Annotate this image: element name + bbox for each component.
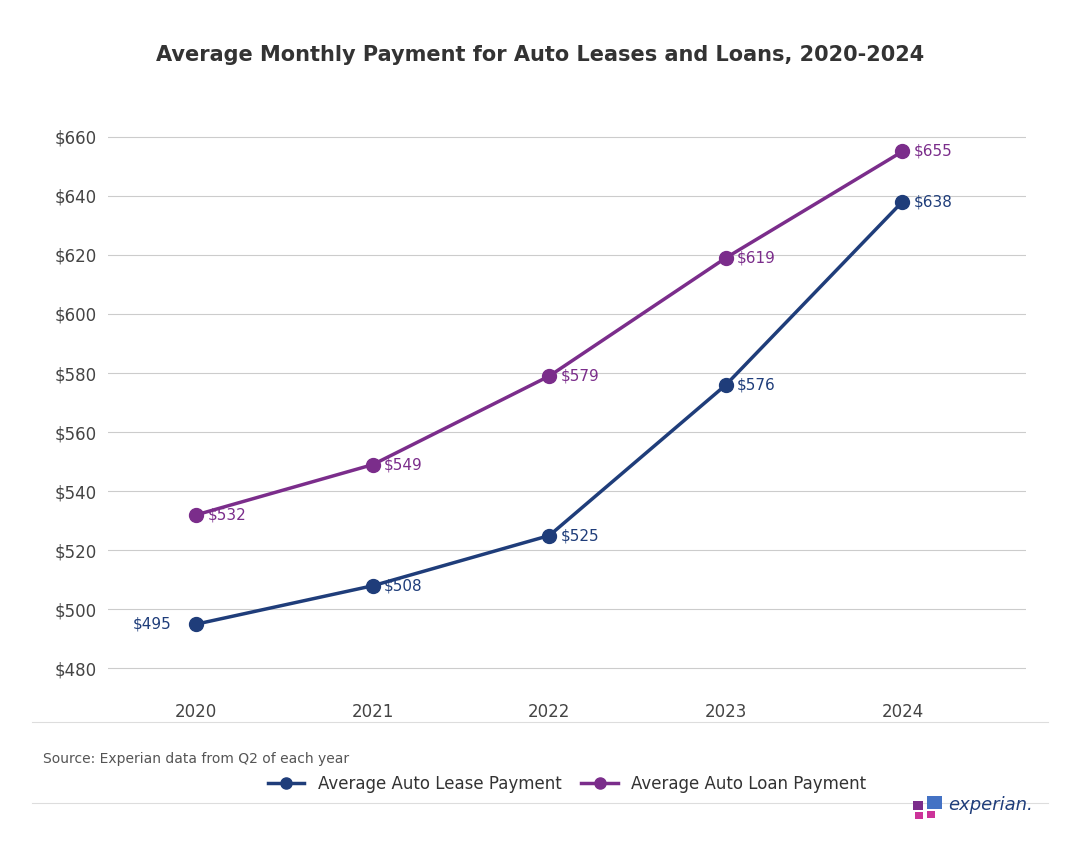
Legend: Average Auto Lease Payment, Average Auto Loan Payment: Average Auto Lease Payment, Average Auto…	[261, 768, 873, 799]
Text: $549: $549	[383, 457, 422, 472]
Text: Source: Experian data from Q2 of each year: Source: Experian data from Q2 of each ye…	[43, 751, 349, 766]
Text: $532: $532	[207, 507, 246, 522]
Text: $576: $576	[737, 377, 775, 392]
Text: $579: $579	[561, 369, 599, 383]
Text: $495: $495	[133, 617, 172, 631]
Text: experian.: experian.	[948, 796, 1032, 814]
Text: Average Monthly Payment for Auto Leases and Loans, 2020-2024: Average Monthly Payment for Auto Leases …	[156, 45, 924, 65]
Text: $638: $638	[914, 194, 953, 209]
Text: $619: $619	[737, 251, 775, 265]
Text: $525: $525	[561, 528, 599, 543]
Text: $508: $508	[383, 578, 422, 593]
Text: $655: $655	[914, 144, 953, 159]
